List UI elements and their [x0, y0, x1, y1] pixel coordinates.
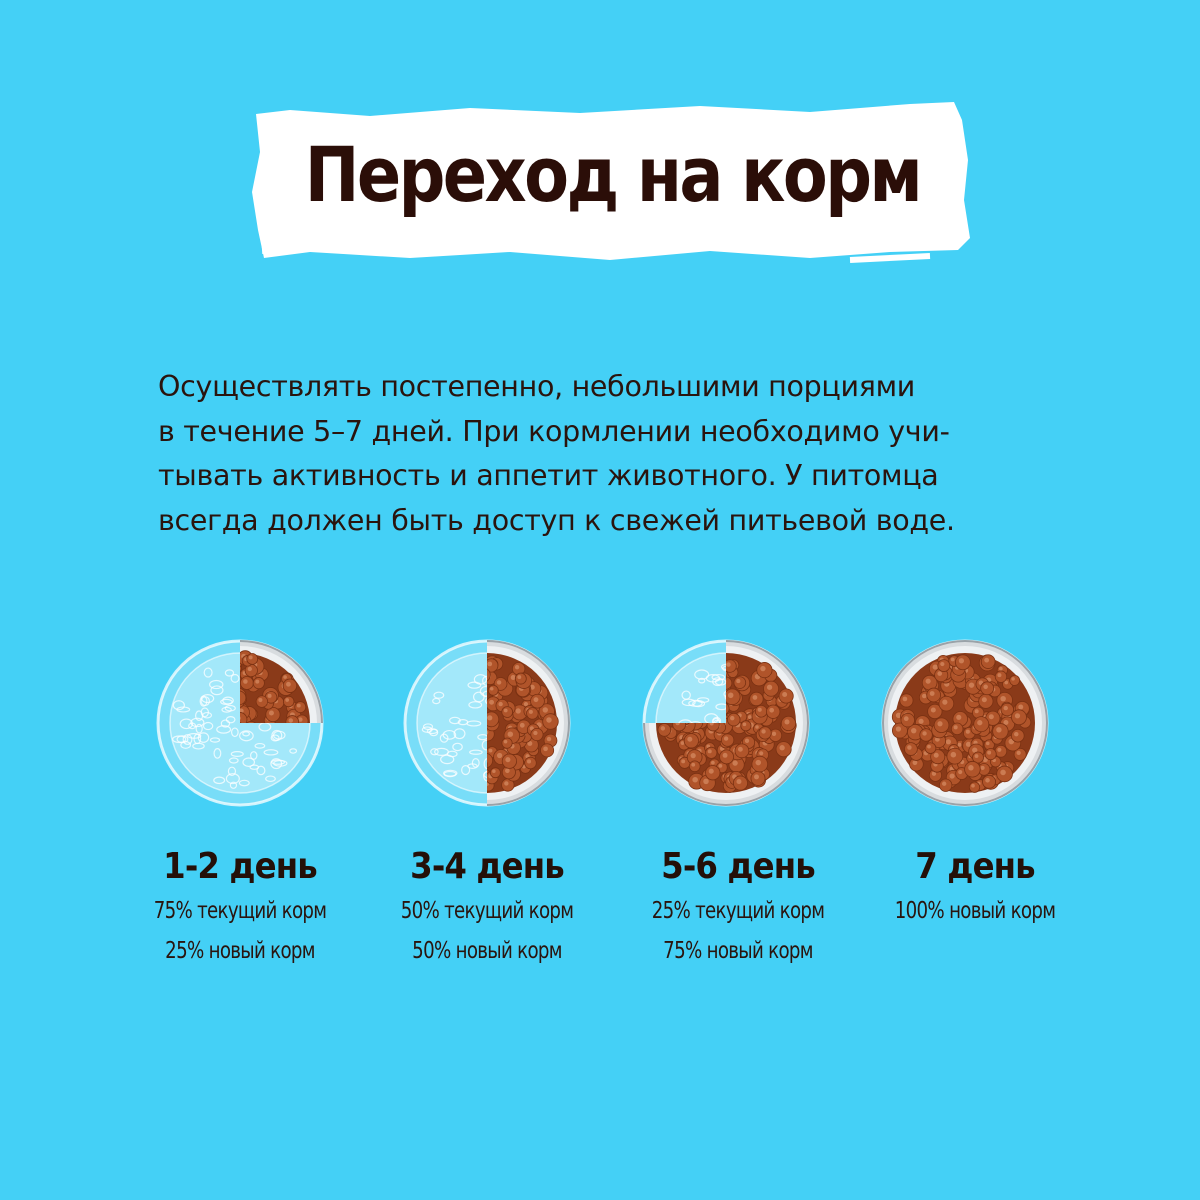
step-day: 5-6 день: [661, 846, 816, 887]
new-food-portion: [240, 640, 323, 723]
food-bowl-icon: [881, 639, 1049, 807]
step-day: 7 день: [915, 846, 1035, 887]
step-new-food: 75% новый корм: [663, 938, 813, 964]
step-new-food: 25% новый корм: [165, 938, 315, 964]
food-bowl-icon: [403, 639, 571, 807]
step-current-food: 25% текущий корм: [651, 898, 825, 924]
paper-brush-stroke: [252, 102, 970, 263]
intro-line: всегда должен быть доступ к свежей питье…: [158, 503, 955, 537]
intro-line: в течение 5–7 дней. При кормлении необхо…: [158, 414, 950, 448]
intro-text: Осуществлять постепенно, небольшими порц…: [158, 365, 1058, 543]
food-bowl-icon: [642, 639, 810, 807]
new-food-portion: [882, 640, 1048, 806]
title-banner: Переход на корм: [250, 100, 975, 265]
step-day: 1-2 день: [163, 846, 318, 887]
new-food-portion: [487, 640, 570, 806]
intro-line: тывать активность и аппетит животного. У…: [158, 459, 939, 492]
page-title: Переход на корм: [304, 130, 923, 219]
food-bowl-icon: [156, 639, 324, 807]
step-new-food: 50% новый корм: [412, 938, 562, 964]
step-current-food: 75% текущий корм: [153, 898, 327, 924]
step-current-food: 100% новый корм: [894, 898, 1056, 924]
transition-steps: 1-2 день 75% текущий корм 25% новый корм…: [0, 630, 1200, 990]
step-current-food: 50% текущий корм: [400, 898, 574, 924]
step-day: 3-4 день: [410, 846, 565, 887]
intro-line: Осуществлять постепенно, небольшими порц…: [158, 370, 916, 403]
